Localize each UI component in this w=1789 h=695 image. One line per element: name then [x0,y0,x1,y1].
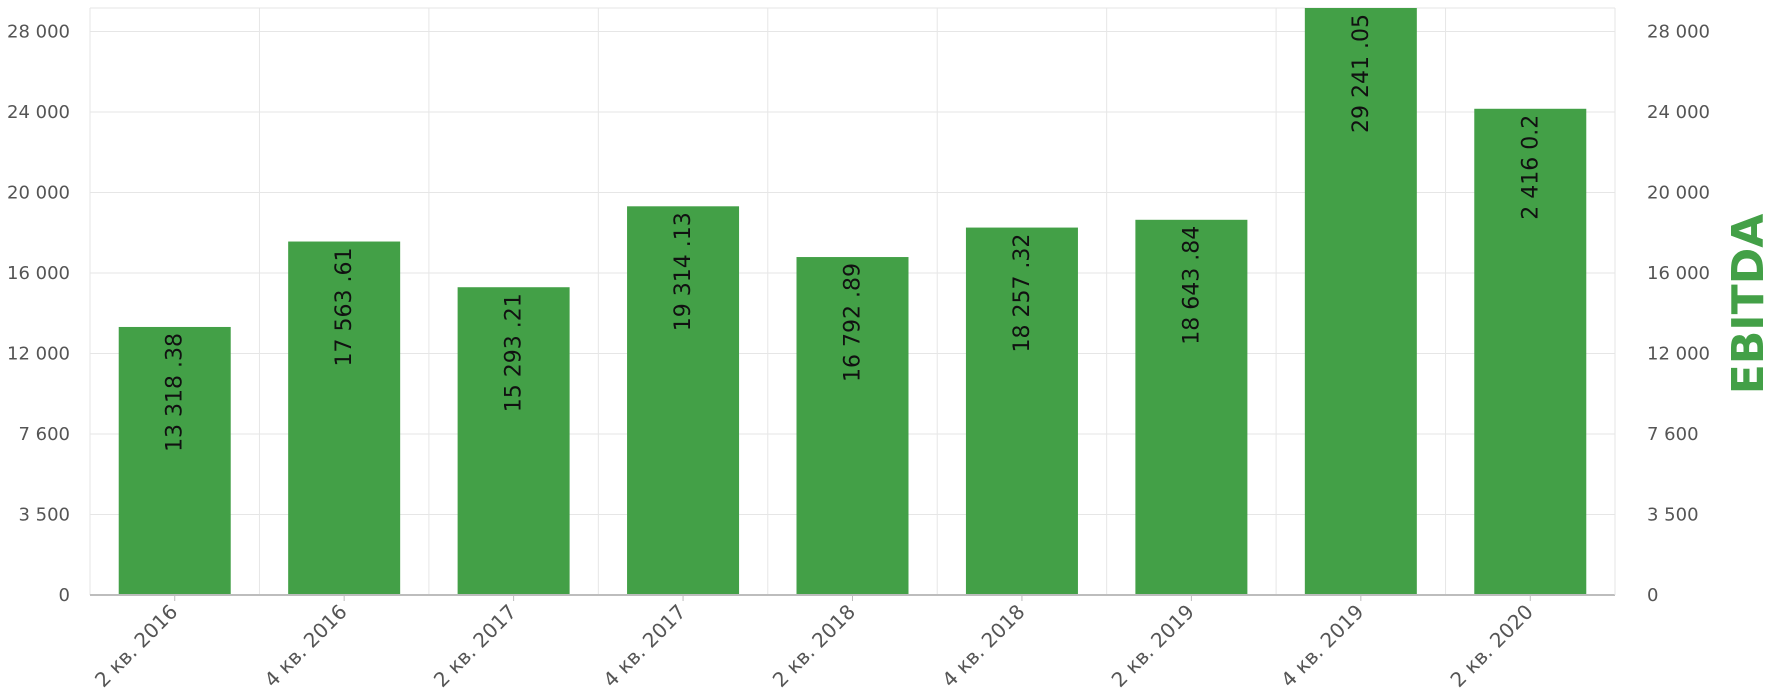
bar-data-label: 13 318 .38 [163,333,188,452]
y-tick-label-left: 20 000 [7,183,70,204]
bars [118,8,1587,596]
bar [457,287,570,595]
y-tick-label-right: 24 000 [1647,102,1710,123]
bar [627,206,740,595]
x-tick-label: 4 кв. 2016 [259,600,351,692]
bar [1304,8,1417,595]
y-tick-label-right: 12 000 [1647,344,1710,365]
x-tick-label: 2 кв. 2016 [90,600,182,692]
y-tick-label-left: 0 [59,585,70,606]
bar [1474,108,1587,596]
bar [965,227,1078,595]
bar [118,326,231,595]
y-tick-label-right: 0 [1647,585,1658,606]
bar-data-label: 19 314 .13 [671,212,696,331]
x-tick-label: 2 кв. 2017 [429,600,521,692]
bar-data-label: 2 416 0.2 [1518,115,1543,220]
bar-data-label: 17 563 .61 [332,248,357,367]
y-tick-label-right: 3 500 [1647,505,1699,526]
x-tick-label: 4 кв. 2018 [937,600,1029,692]
x-tick-label: 2 кв. 2020 [1445,600,1537,692]
y-tick-label-left: 28 000 [7,22,70,43]
bar-data-label: 16 792 .89 [841,263,866,382]
bar-data-label: 29 241 .05 [1349,14,1374,133]
right-axis-title: EBITDA [1723,214,1774,395]
y-tick-label-right: 20 000 [1647,183,1710,204]
axes [90,8,1616,601]
y-tick-label-right: 28 000 [1647,22,1710,43]
y-tick-label-left: 3 500 [18,505,70,526]
y-tick-label-left: 12 000 [7,344,70,365]
bar-data-label: 18 643 .84 [1179,226,1204,345]
x-tick-label: 4 кв. 2019 [1276,600,1368,692]
bar [796,257,909,595]
x-tick-label: 2 кв. 2019 [1107,600,1199,692]
y-tick-label-right: 7 600 [1647,424,1699,445]
y-tick-label-left: 16 000 [7,263,70,284]
y-tick-label-left: 7 600 [18,424,70,445]
x-tick-label: 4 кв. 2017 [598,600,690,692]
y-tick-label-left: 24 000 [7,102,70,123]
bar-data-label: 15 293 .21 [502,293,527,412]
bar-data-label: 18 257 .32 [1010,234,1035,353]
bar [288,241,401,595]
x-tick-label: 2 кв. 2018 [768,600,860,692]
bar [1135,219,1248,595]
y-tick-label-right: 16 000 [1647,263,1710,284]
